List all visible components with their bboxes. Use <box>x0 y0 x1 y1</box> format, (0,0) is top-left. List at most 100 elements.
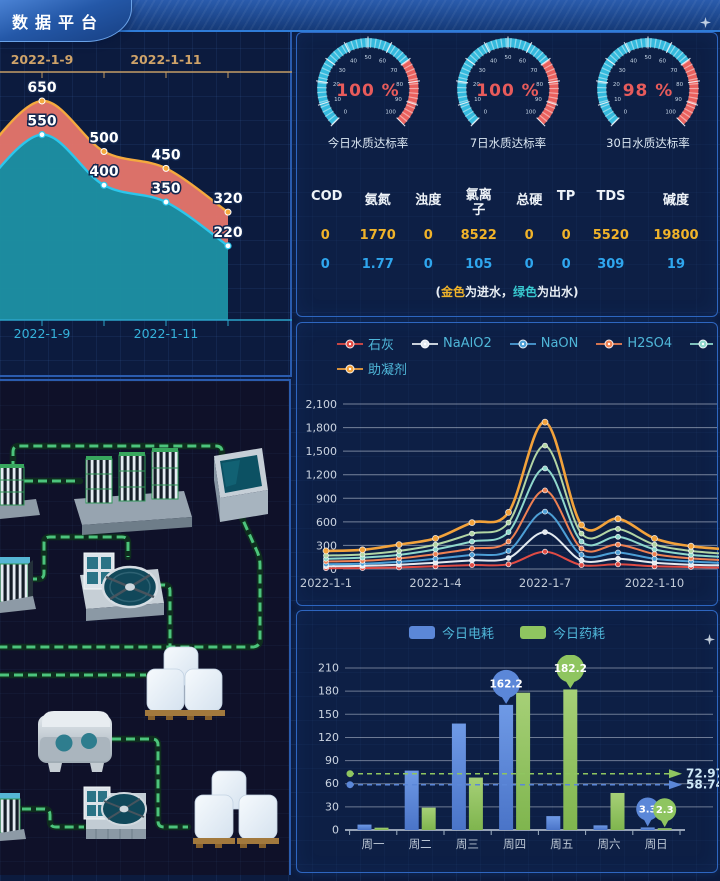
svg-text:50: 50 <box>505 55 512 61</box>
svg-text:20: 20 <box>333 82 340 88</box>
y-axis-label: 1,500 <box>306 445 338 458</box>
svg-text:20: 20 <box>613 82 620 88</box>
gauge-value: 100 % <box>336 81 399 101</box>
panel-daily-consumption: 今日电耗 今日药耗 0 30 60 90 120 150 180 210 周一 周二 周三 周四 周五 周六… <box>296 610 719 873</box>
svg-text:0: 0 <box>344 110 348 116</box>
table-cell: 0 <box>320 227 330 243</box>
note-text: 为进水， <box>464 284 513 299</box>
app-title: 数据平台 <box>12 12 105 32</box>
legend-item[interactable]: 今日药耗 <box>520 623 605 642</box>
y-axis-label: 60 <box>325 777 339 790</box>
column-header: 碱度 <box>662 193 689 208</box>
max-marker-label: 162.2 <box>489 678 522 690</box>
column-header: 总硬 <box>516 193 543 208</box>
legend-swatch-icon <box>408 626 435 639</box>
inflow-row: 0 1770 0 8522 0 0 5520 19800 <box>302 221 712 250</box>
legend-item[interactable]: 石灰 <box>337 334 394 353</box>
top-axis-label: 2022-1-11 <box>130 52 201 67</box>
svg-text:100: 100 <box>385 110 396 116</box>
legend-marker-icon <box>412 339 439 348</box>
x-axis-label: 周五 <box>550 837 573 851</box>
legend-item[interactable]: H2SO4 <box>596 336 672 351</box>
bar-chemical <box>374 827 389 830</box>
column-header: 浊度 <box>415 193 442 208</box>
bar-chemical <box>657 828 672 830</box>
membrane-rack <box>118 452 146 502</box>
min-marker-label: 3.3 <box>639 804 657 815</box>
gauge-7day: 0 10 20 30 40 50 60 70 80 90 100 100 % 7日水质达标率 <box>438 33 578 157</box>
membrane-rack <box>85 456 113 504</box>
svg-text:60: 60 <box>659 58 666 64</box>
svg-text:0: 0 <box>484 110 488 116</box>
legend-label: H2SO4 <box>627 336 673 351</box>
svg-text:30: 30 <box>479 68 486 74</box>
table-cell: 309 <box>597 256 625 272</box>
plant-3d-scene[interactable] <box>0 381 291 877</box>
column-header: 氨氮 <box>364 193 391 208</box>
chemical-usage-chart-canvas[interactable]: 0 300 600 900 1,200 1,500 1,800 2,100 2022-1-1 20… <box>297 381 719 595</box>
legend-item[interactable]: HCL <box>690 336 713 351</box>
table-cell: 19 <box>666 256 685 272</box>
x-axis-label: 2022-1-4 <box>409 576 461 590</box>
panel-inflow-trend: 2022-1-9 2022-1-11 2022-1-9 2022-1-11 650 550… <box>0 30 292 377</box>
restore-icon[interactable] <box>704 630 715 649</box>
column-header: COD <box>311 189 343 204</box>
legend-label: NaON <box>540 336 579 351</box>
legend-item[interactable]: 今日电耗 <box>408 623 494 642</box>
y-axis-label: 0 <box>332 824 339 837</box>
table-cell: 19800 <box>653 227 699 243</box>
y-axis-label: 90 <box>325 754 339 767</box>
gauge-label: 今日水质达标率 <box>328 136 409 150</box>
bar-electric <box>546 816 561 830</box>
restore-icon[interactable] <box>700 13 711 32</box>
bar-chemical <box>563 689 578 830</box>
y-axis-label: 120 <box>318 731 339 744</box>
legend-marker-icon <box>690 339 713 348</box>
legend-item[interactable]: NaAlO2 <box>412 336 492 351</box>
table-cell: 1770 <box>359 227 396 243</box>
min-marker-label: 2.3 <box>656 805 674 816</box>
legend-label: 助凝剂 <box>368 363 408 378</box>
legend-item[interactable]: NaON <box>509 336 579 351</box>
bar-chemical <box>610 792 625 830</box>
svg-text:50: 50 <box>645 55 652 61</box>
aeration-tank <box>0 557 36 613</box>
x-axis-label: 周四 <box>503 837 526 851</box>
svg-text:50: 50 <box>365 55 372 61</box>
column-header: TP <box>556 189 576 204</box>
svg-text:80: 80 <box>536 82 543 88</box>
legend-marker-icon <box>337 339 363 348</box>
gauge-today: 0 10 20 30 40 50 60 70 80 90 100 100 % 今日水质达标率 <box>298 33 438 157</box>
svg-text:40: 40 <box>630 58 637 64</box>
x-axis-label: 周二 <box>409 837 432 851</box>
legend-item[interactable]: 助凝剂 <box>337 359 407 378</box>
gauge-value: 98 % <box>623 81 674 101</box>
legend-marker-icon <box>337 364 363 373</box>
gauge-30day: 0 10 20 30 40 50 60 70 80 90 100 98 % 30日水质达标率 <box>578 33 718 157</box>
membrane-skid-platform <box>74 448 192 535</box>
svg-text:70: 70 <box>390 68 397 74</box>
bar-chemical <box>468 777 483 830</box>
table-cell: 0 <box>561 227 571 243</box>
table-cell: 0 <box>423 227 433 243</box>
legend-swatch-icon <box>520 626 546 639</box>
consumption-chart-canvas[interactable]: 0 30 60 90 120 150 180 210 周一 周二 周三 周四 周五 周六 周日 58.7472… <box>297 655 719 867</box>
note-gold: 金色 <box>440 284 465 299</box>
table-cell: 8522 <box>460 227 497 243</box>
x-axis-label: 周三 <box>456 837 479 851</box>
bar-electric <box>357 824 372 830</box>
svg-text:90: 90 <box>535 97 542 103</box>
top-axis-label: 2022-1-9 <box>11 52 74 67</box>
y-axis-label: 1,800 <box>306 422 338 435</box>
legend-marker-icon <box>509 339 536 348</box>
bar-electric <box>593 825 608 830</box>
svg-text:100: 100 <box>525 110 536 116</box>
area-upper-fill <box>0 100 228 246</box>
inflow-trend-chart-canvas[interactable]: 2022-1-9 2022-1-11 2022-1-9 2022-1-11 650 550… <box>0 30 292 376</box>
table-cell: 0 <box>524 227 534 243</box>
y-axis-label: 150 <box>318 708 339 721</box>
blower-machine <box>38 711 112 772</box>
legend-label: 今日电耗 <box>441 627 494 642</box>
series-line <box>325 420 719 553</box>
point-label: 650 <box>27 80 56 96</box>
